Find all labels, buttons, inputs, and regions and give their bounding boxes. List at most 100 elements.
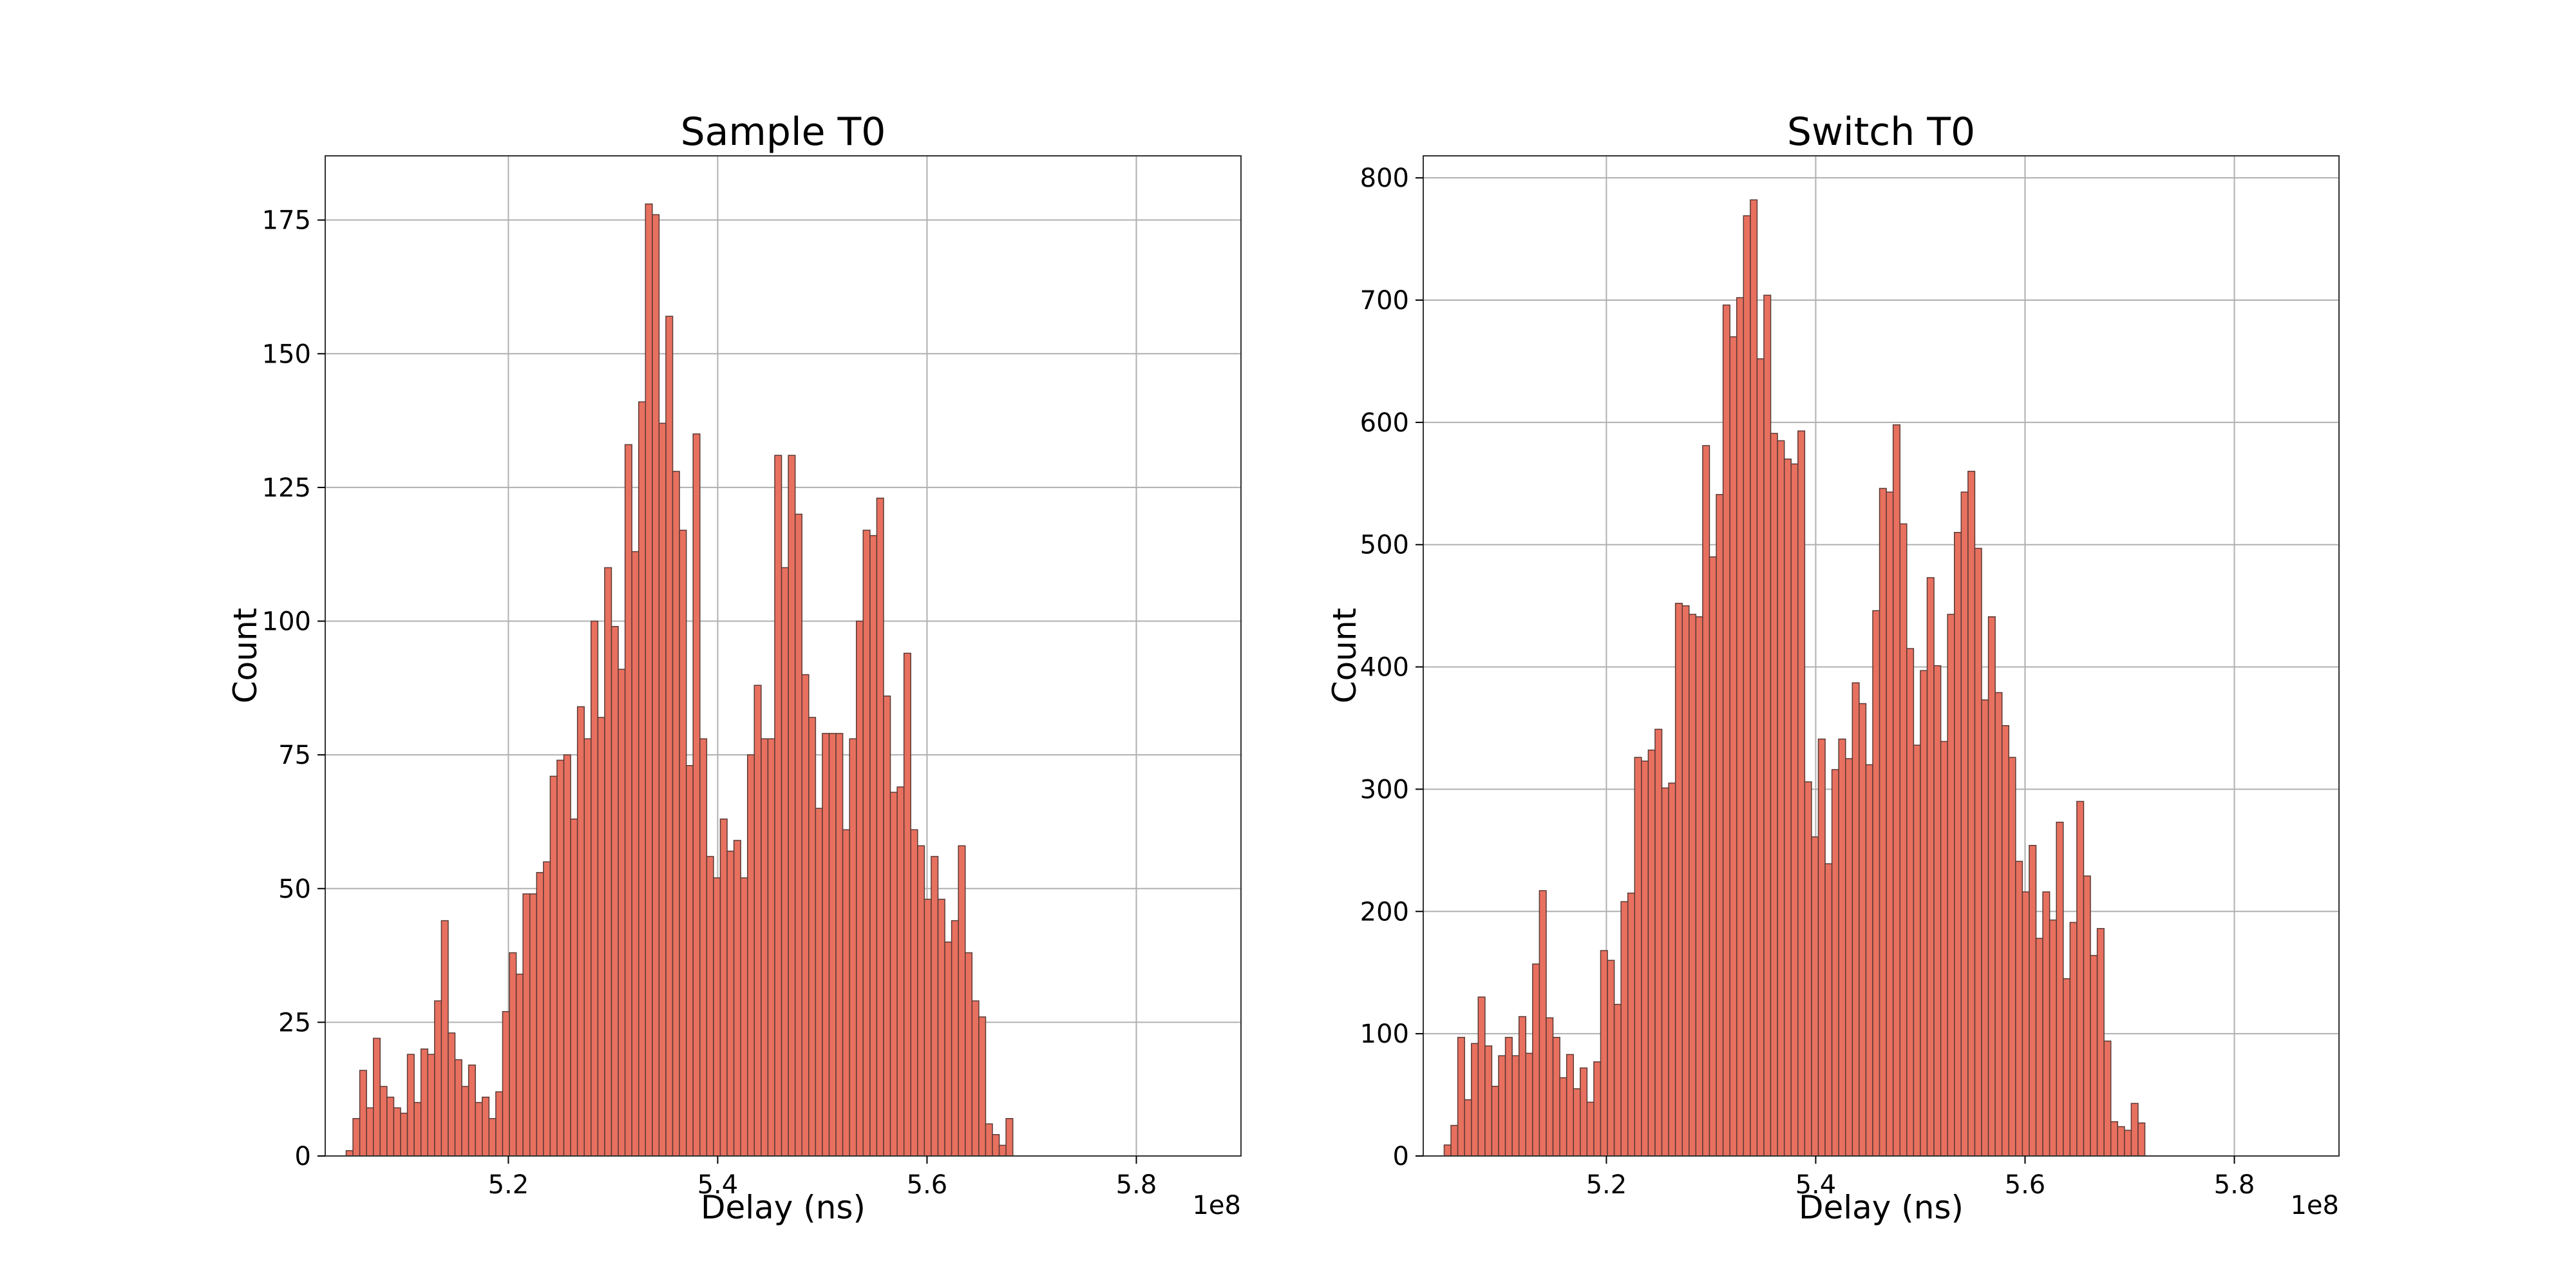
switch-t0-histogram-bar (1729, 336, 1738, 1157)
sample-t0-histogram-bar (719, 819, 728, 1157)
switch-t0-histogram-bar (1491, 1086, 1499, 1157)
switch-t0-histogram-bar (1613, 1003, 1622, 1157)
sample-t0-histogram-bar (406, 1054, 415, 1157)
sample-t0-x-tick-label: 5.2 (488, 1170, 529, 1200)
sample-t0-y-axis-label: Count (227, 608, 264, 704)
switch-t0-y-tick-label: 200 (1360, 897, 1409, 927)
switch-t0-bars (1443, 199, 2146, 1157)
sample-t0-histogram-bar (740, 877, 748, 1157)
switch-t0-histogram-bar (1947, 614, 1955, 1157)
switch-t0-histogram-bar (1954, 532, 1962, 1157)
sample-t0-histogram-bar (475, 1102, 483, 1157)
sample-t0-histogram-bar (563, 754, 571, 1157)
switch-t0-histogram-bar (1865, 764, 1873, 1157)
switch-t0-histogram-bar (1750, 199, 1758, 1157)
switch-t0-histogram-bar (1994, 692, 2003, 1157)
sample-t0-histogram-bar (386, 1096, 395, 1157)
sample-t0-histogram-bar (658, 422, 667, 1157)
sample-t0-histogram-bar (822, 733, 830, 1157)
switch-t0-histogram-bar (2130, 1103, 2139, 1157)
switch-t0-histogram-bar (2083, 875, 2091, 1157)
sample-t0-y-tick-label: 75 (278, 741, 311, 770)
sample-t0-histogram-bar (685, 765, 694, 1157)
sample-t0-histogram-bar (366, 1107, 374, 1157)
switch-t0-histogram-bar (2110, 1121, 2119, 1157)
sample-t0-histogram-bar (849, 738, 857, 1157)
switch-t0-histogram-bar (1674, 603, 1683, 1157)
sample-t0-histogram-bar (549, 775, 558, 1157)
switch-t0-histogram-bar (2137, 1122, 2146, 1157)
switch-t0-histogram-bar (1872, 610, 1880, 1157)
switch-t0-histogram-bar (1811, 836, 1819, 1157)
switch-t0-histogram-bar (2049, 919, 2057, 1157)
sample-t0-histogram-bar (937, 898, 945, 1157)
sample-t0-histogram-bar (509, 952, 517, 1157)
sample-t0-histogram-bar (536, 872, 544, 1157)
switch-t0-histogram-bar (1920, 670, 1928, 1157)
switch-t0-histogram-bar (1709, 556, 1717, 1157)
switch-t0-histogram-bar (2029, 845, 2037, 1157)
sample-t0-histogram-bar (931, 856, 939, 1157)
sample-t0-histogram-bar (923, 898, 932, 1157)
switch-t0-histogram-bar (1532, 963, 1540, 1157)
sample-t0-histogram-bar (998, 1144, 1007, 1157)
switch-t0-histogram-bar (2096, 928, 2105, 1157)
switch-t0-histogram-bar (1940, 741, 1948, 1157)
sample-t0-histogram-bar (965, 952, 973, 1157)
switch-t0-histogram-bar (2008, 757, 2016, 1157)
switch-t0-y-tick-label: 700 (1360, 286, 1409, 316)
sample-t0-histogram-bar (393, 1107, 401, 1157)
sample-t0-histogram-bar (958, 845, 966, 1157)
sample-t0-histogram-bar (440, 920, 449, 1157)
sample-t0-y-tick-label: 50 (278, 875, 311, 904)
sample-t0-histogram-bar (692, 433, 701, 1157)
switch-t0-histogram-bar (1546, 1017, 1554, 1157)
sample-t0-histogram-bar (856, 620, 864, 1157)
switch-t0-histogram-bar (1484, 1045, 1493, 1157)
sample-t0-y-tick-label: 0 (295, 1142, 311, 1171)
switch-t0-x-tick-label: 5.8 (2214, 1170, 2255, 1200)
sample-t0-histogram-bar (454, 1059, 462, 1157)
sample-t0-histogram-bar (379, 1086, 388, 1157)
sample-t0-histogram-bar (434, 1000, 442, 1157)
switch-t0-histogram-bar (1498, 1055, 1506, 1157)
sample-t0-histogram-bar (652, 214, 660, 1157)
sample-t0-y-tick-label: 100 (262, 607, 311, 637)
switch-t0-histogram-bar (1552, 1037, 1560, 1157)
sample-t0-histogram-bar (869, 535, 878, 1157)
sample-t0-y-tick-label: 150 (262, 339, 311, 369)
sample-t0-histogram-bar (345, 1150, 354, 1157)
sample-t0-x-axis-label: Delay (ns) (701, 1189, 866, 1226)
sample-t0-histogram-bar (992, 1134, 1000, 1157)
switch-t0-histogram-bar (2042, 891, 2050, 1157)
sample-t0-histogram-bar (889, 791, 898, 1157)
sample-t0-histogram-bar (373, 1037, 381, 1157)
sample-t0-histogram-bar (495, 1091, 504, 1157)
switch-t0-histogram-bar (2001, 724, 2010, 1157)
sample-t0-y-tick-label: 125 (262, 473, 311, 503)
switch-t0-histogram-bar (1559, 1077, 1567, 1157)
sample-t0-y-tick-label: 175 (262, 206, 311, 236)
sample-t0-histogram-bar (788, 455, 796, 1157)
switch-t0-histogram-bar (1824, 863, 1833, 1157)
sample-t0-histogram-bar (529, 893, 538, 1157)
sample-t0-histogram-bar (794, 513, 802, 1157)
switch-t0-histogram-bar (2069, 922, 2078, 1157)
sample-t0-histogram-bar (352, 1118, 361, 1157)
switch-t0-histogram-bar (1831, 769, 1839, 1157)
switch-t0-histogram-bar (1879, 488, 1887, 1157)
switch-t0-histogram-bar (1702, 445, 1710, 1157)
sample-t0-histogram-bar (604, 567, 612, 1157)
sample-t0-histogram-bar (706, 856, 714, 1157)
sample-t0-histogram-bar (767, 738, 775, 1157)
sample-t0-histogram-bar (482, 1096, 490, 1157)
switch-t0-histogram-bar (2056, 821, 2064, 1157)
sample-t0-histogram-bar (944, 942, 952, 1157)
switch-t0-histogram-bar (1620, 901, 1629, 1157)
sample-t0-histogram-bar (679, 529, 687, 1157)
switch-t0-histogram-bar (1892, 424, 1900, 1157)
switch-t0-histogram-bar (1627, 893, 1636, 1157)
sample-t0-x-offset-label: 1e8 (1192, 1191, 1241, 1220)
switch-t0-histogram-bar (1933, 665, 1942, 1157)
switch-t0-histogram-bar (1573, 1088, 1581, 1157)
